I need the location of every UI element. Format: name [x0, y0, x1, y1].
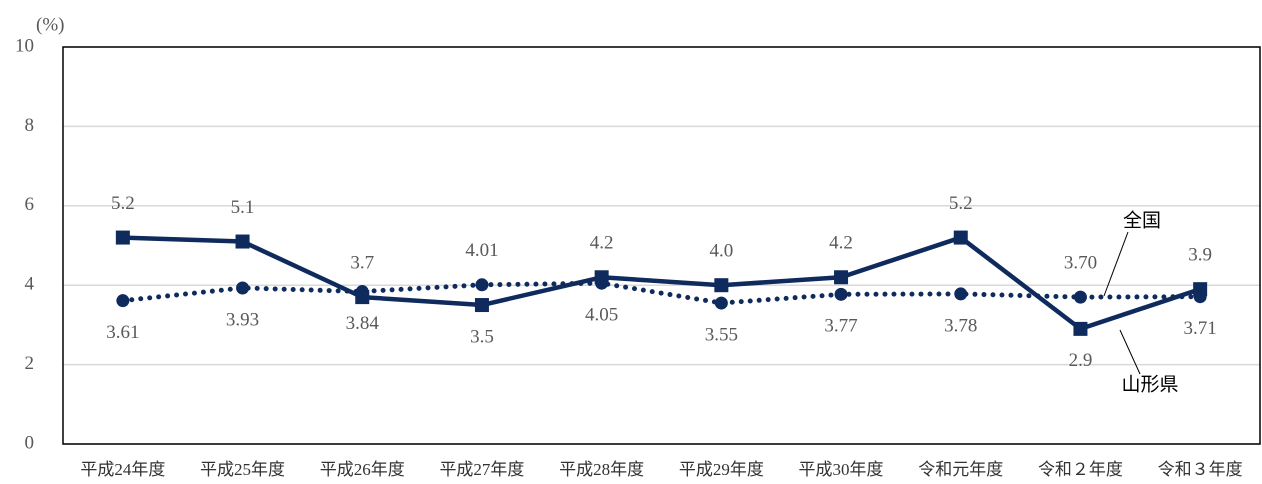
data-label: 3.71 — [1184, 318, 1217, 339]
series-line — [122, 235, 1201, 332]
data-label: 3.84 — [346, 313, 380, 334]
data-label: 4.05 — [585, 305, 618, 326]
x-tick-label: 平成26年度 — [320, 460, 405, 479]
data-label: 5.2 — [111, 193, 135, 214]
data-label: 3.70 — [1064, 252, 1097, 273]
marker — [115, 230, 130, 245]
x-tick-label: 平成30年度 — [799, 460, 884, 479]
marker — [834, 287, 848, 301]
y-axis-label: (%) — [36, 14, 64, 35]
marker — [954, 287, 968, 301]
x-tick-label: 平成24年度 — [80, 460, 165, 479]
y-tick-label: 0 — [25, 432, 35, 453]
x-tick-label: 令和３年度 — [1158, 460, 1243, 479]
data-label: 3.61 — [106, 322, 139, 343]
marker — [355, 290, 370, 305]
data-label: 5.2 — [949, 193, 973, 214]
plot-frame — [62, 46, 1261, 445]
y-tick-label: 4 — [25, 274, 35, 295]
marker — [714, 278, 729, 293]
data-label: 3.9 — [1188, 245, 1212, 266]
marker — [714, 296, 728, 310]
data-label: 2.9 — [1069, 350, 1093, 371]
y-tick-label: 8 — [25, 115, 35, 136]
marker — [475, 278, 489, 292]
marker — [953, 230, 968, 245]
data-label: 3.77 — [824, 316, 857, 337]
marker — [1073, 321, 1088, 336]
marker — [594, 270, 609, 285]
marker — [235, 234, 250, 249]
data-label: 3.78 — [944, 315, 977, 336]
x-tick-label: 平成28年度 — [559, 460, 644, 479]
marker — [474, 298, 489, 313]
series-line — [120, 280, 1203, 306]
marker — [1193, 282, 1208, 297]
legend-leader — [1103, 231, 1129, 297]
data-label: 4.2 — [829, 233, 853, 254]
x-tick-label: 令和２年度 — [1038, 460, 1123, 479]
y-tick-label: 6 — [25, 194, 35, 215]
marker — [236, 281, 250, 295]
legend-leader — [1119, 329, 1141, 375]
data-label: 3.55 — [705, 324, 738, 345]
y-tick-label: 2 — [25, 353, 35, 374]
x-tick-label: 平成29年度 — [679, 460, 764, 479]
y-tick-label: 10 — [15, 35, 34, 56]
x-tick-label: 平成27年度 — [439, 460, 524, 479]
marker — [834, 270, 849, 285]
data-label: 3.7 — [350, 252, 374, 273]
data-label: 4.2 — [590, 233, 614, 254]
legend-label: 全国 — [1123, 209, 1161, 231]
data-label: 4.0 — [709, 241, 733, 262]
x-tick-label: 平成25年度 — [200, 460, 285, 479]
marker — [1073, 290, 1087, 304]
legend-label: 山形県 — [1121, 373, 1178, 395]
data-label: 4.01 — [465, 240, 498, 261]
data-label: 3.5 — [470, 326, 494, 347]
data-label: 5.1 — [231, 197, 255, 218]
data-label: 3.93 — [226, 309, 259, 330]
x-tick-label: 令和元年度 — [918, 460, 1003, 479]
marker — [116, 294, 130, 308]
